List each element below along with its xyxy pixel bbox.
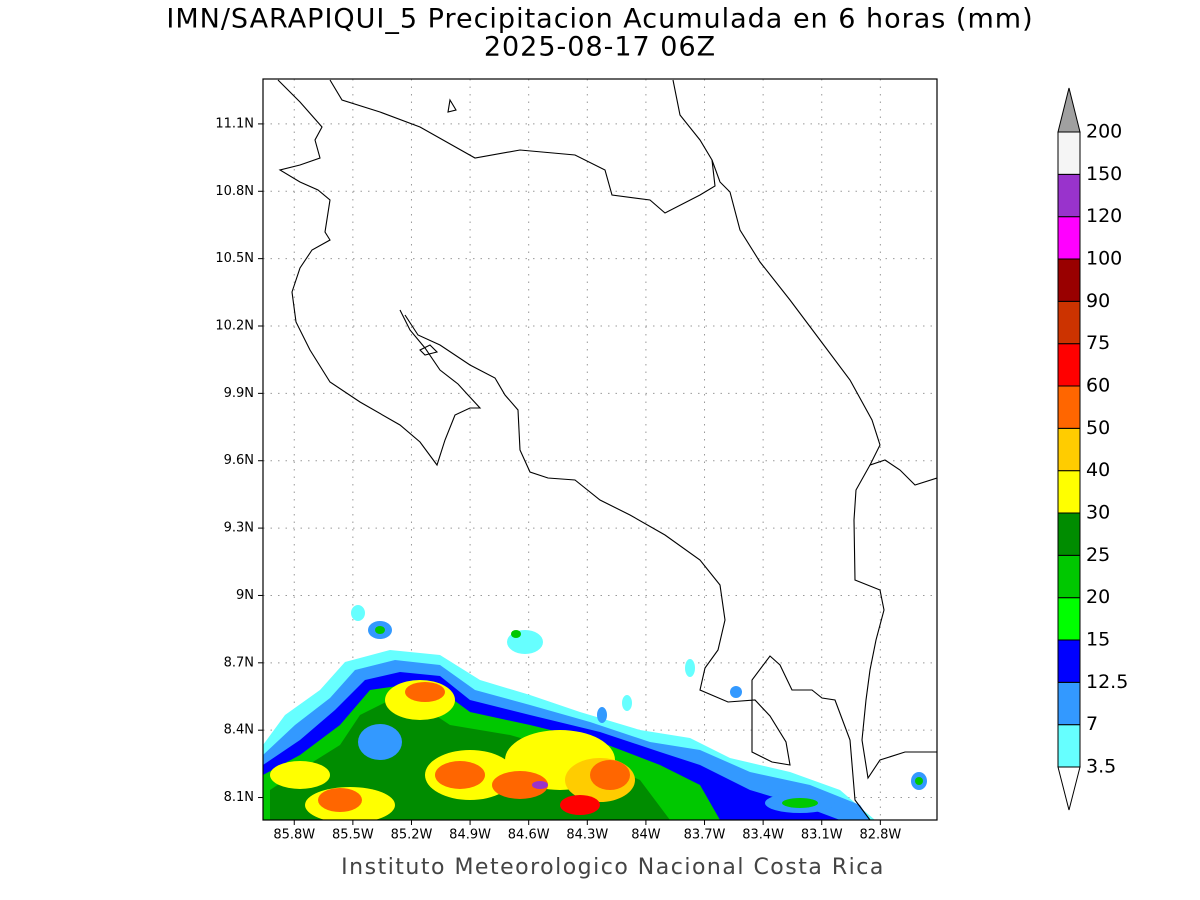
colorbar-box	[1057, 724, 1081, 768]
caribbean-coast	[672, 79, 937, 486]
x-tick-label: 84.9W	[449, 828, 491, 843]
title: IMN/SARAPIQUI_5 Precipitacion Acumulada …	[166, 4, 1033, 35]
pacific-coast	[277, 79, 482, 467]
map-frame	[262, 78, 938, 821]
precip-area	[435, 761, 485, 789]
colorbar-label: 120	[1086, 205, 1122, 227]
island	[419, 98, 457, 356]
precip-area	[405, 682, 445, 702]
footer: Instituto Meteorologico Nacional Costa R…	[341, 855, 885, 880]
colorbar-box	[1057, 427, 1081, 472]
x-tick-label: 83.1W	[801, 828, 843, 843]
pacific-coast	[404, 314, 871, 820]
coastlines	[277, 79, 937, 820]
precip-area	[622, 695, 632, 711]
colorbar-box	[1057, 512, 1081, 556]
precip-area	[590, 760, 630, 790]
colorbar-box	[1057, 258, 1081, 302]
precip-area	[730, 686, 742, 698]
precip-area	[915, 777, 923, 785]
colorbar-box	[1057, 131, 1081, 175]
colorbar-box	[1057, 216, 1081, 260]
x-tick-label: 84.6W	[508, 828, 550, 843]
precip-area	[597, 707, 607, 723]
precip-area	[351, 605, 365, 621]
precip-area	[511, 630, 521, 638]
grid	[258, 79, 937, 825]
colorbar-label: 3.5	[1086, 756, 1116, 778]
x-tick-label: 85.8W	[273, 828, 315, 843]
y-tick-label: 9.6N	[224, 453, 254, 468]
colorbar-label: 75	[1086, 332, 1110, 354]
colorbar-label: 12.5	[1086, 671, 1128, 693]
colorbar-box	[1057, 554, 1081, 599]
colorbar-label: 50	[1086, 417, 1110, 439]
border	[853, 464, 937, 780]
colorbar-box	[1057, 639, 1081, 683]
x-tick-label: 85.5W	[332, 828, 374, 843]
colorbar-label: 150	[1086, 163, 1122, 185]
precip-area	[270, 761, 330, 789]
precip-area	[318, 788, 362, 812]
y-tick-label: 8.7N	[224, 655, 254, 670]
y-tick-label: 11.1N	[215, 116, 254, 131]
colorbar-label: 40	[1086, 459, 1110, 481]
subtitle: 2025-08-17 06Z	[484, 32, 716, 63]
colorbar-box	[1057, 681, 1081, 726]
colorbar-label: 100	[1086, 248, 1122, 270]
precip-area	[358, 724, 402, 760]
precip-field	[263, 605, 927, 820]
y-tick-label: 9.9N	[224, 386, 254, 401]
colorbar-label: 15	[1086, 629, 1110, 651]
precip-area	[560, 795, 600, 815]
colorbar-label: 90	[1086, 290, 1110, 312]
colorbar-below	[1057, 766, 1081, 811]
colorbar-box	[1057, 300, 1081, 345]
x-tick-label: 83.4W	[742, 828, 784, 843]
colorbar-label: 25	[1086, 544, 1110, 566]
y-tick-label: 9.3N	[224, 521, 254, 536]
colorbar-label: 60	[1086, 375, 1110, 397]
y-tick-label: 10.5N	[215, 251, 254, 266]
precip-area	[782, 798, 818, 808]
colorbar-box	[1057, 470, 1081, 514]
colorbar-box	[1057, 597, 1081, 641]
y-tick-label: 8.4N	[224, 723, 254, 738]
colorbar: 3.5 7 12.5 15 20 25 30 40 50 60 75 90 100 120 150 200	[1057, 87, 1128, 811]
x-tick-label: 84.3W	[566, 828, 608, 843]
x-tick-label: 82.8W	[859, 828, 901, 843]
x-tick-label: 84W	[631, 828, 661, 843]
colorbar-label: 7	[1086, 713, 1098, 735]
border	[329, 79, 716, 214]
colorbar-box	[1057, 385, 1081, 429]
y-tick-label: 9N	[236, 588, 254, 603]
precip-area	[685, 659, 695, 677]
y-tick-label: 10.8N	[215, 184, 254, 199]
y-tick-label: 10.2N	[215, 319, 254, 334]
precip-area	[492, 771, 548, 799]
colorbar-label: 20	[1086, 586, 1110, 608]
precip-area	[532, 781, 548, 789]
precip-area	[375, 626, 385, 634]
colorbar-box	[1057, 343, 1081, 387]
x-tick-label: 83.7W	[684, 828, 726, 843]
colorbar-box	[1057, 173, 1081, 218]
colorbar-label: 30	[1086, 502, 1110, 524]
y-tick-label: 8.1N	[224, 790, 254, 805]
x-tick-label: 85.2W	[391, 828, 433, 843]
colorbar-label: 200	[1086, 121, 1122, 143]
colorbar-above	[1057, 87, 1081, 133]
